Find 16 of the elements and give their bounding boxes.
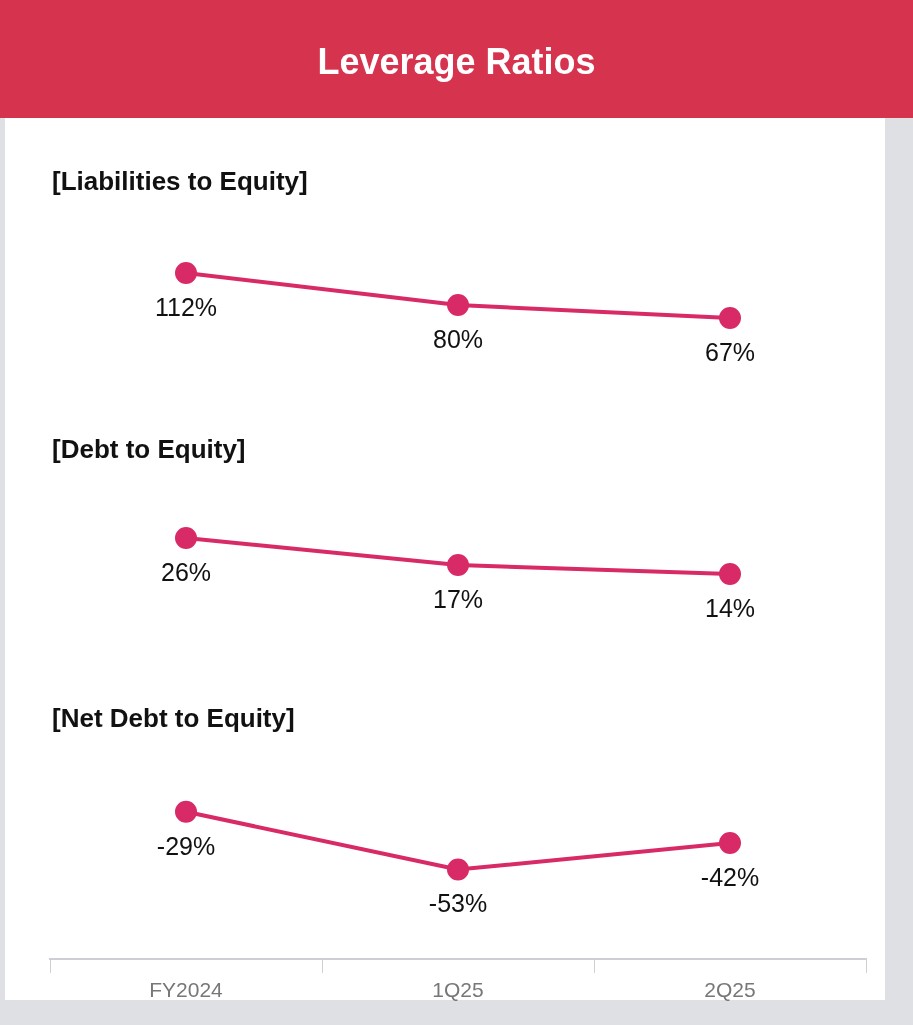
data-label: -29% — [156, 831, 216, 860]
x-tick-label: 1Q25 — [432, 978, 484, 1002]
chart-title: [Net Debt to Equity] — [52, 703, 295, 734]
x-tick-label: FY2024 — [149, 978, 224, 1002]
chart-title: Leverage Ratios — [0, 0, 913, 118]
data-label: -42% — [700, 862, 760, 891]
data-label: 112% — [154, 292, 218, 321]
data-label: 67% — [704, 337, 756, 366]
data-label: 80% — [432, 324, 484, 353]
x-tick-label: 2Q25 — [704, 978, 756, 1002]
data-label: 26% — [160, 557, 212, 586]
data-label: 17% — [432, 584, 484, 613]
chart-title: [Debt to Equity] — [52, 434, 246, 465]
chart-subtitle: [Liabilities to Equity] — [52, 166, 308, 197]
data-label: 14% — [704, 593, 756, 622]
data-label: -53% — [428, 889, 488, 918]
